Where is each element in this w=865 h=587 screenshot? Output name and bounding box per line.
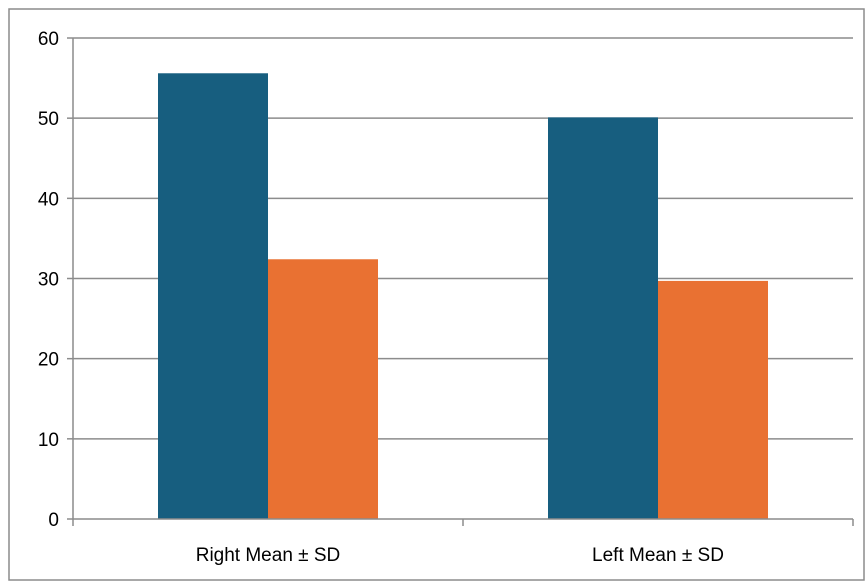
y-tick-label: 50 — [38, 109, 59, 130]
y-tick-label: 40 — [38, 189, 59, 210]
bars — [158, 73, 768, 520]
y-tick-label: 20 — [38, 350, 59, 371]
y-tick-label: 60 — [38, 29, 59, 50]
bar-series-2-0 — [268, 259, 378, 519]
tick-labels: 0 10 20 30 40 50 60 Right Mean ± SD Left Mean ± … — [38, 29, 724, 566]
y-tick-label: 30 — [38, 270, 59, 291]
y-tick-label: 10 — [38, 430, 59, 451]
y-tick-label: 0 — [48, 510, 59, 531]
axes — [67, 37, 854, 526]
bar-series-2-1 — [658, 280, 768, 519]
bar-series-1-1 — [548, 117, 658, 520]
x-category-label: Left Mean ± SD — [592, 545, 724, 566]
bar-series-1-0 — [158, 73, 268, 520]
x-category-label: Right Mean ± SD — [196, 545, 341, 566]
